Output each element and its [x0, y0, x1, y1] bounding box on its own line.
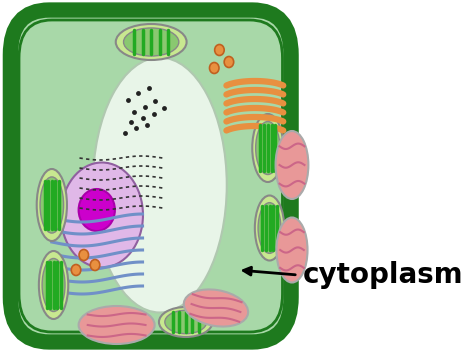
- Ellipse shape: [124, 28, 179, 56]
- Ellipse shape: [252, 114, 283, 182]
- Ellipse shape: [184, 289, 248, 327]
- Ellipse shape: [40, 177, 64, 233]
- Ellipse shape: [165, 310, 207, 334]
- Ellipse shape: [116, 24, 187, 60]
- Ellipse shape: [79, 250, 89, 261]
- Ellipse shape: [79, 306, 155, 344]
- Ellipse shape: [258, 203, 281, 253]
- Ellipse shape: [93, 58, 227, 312]
- Ellipse shape: [224, 56, 234, 67]
- Ellipse shape: [79, 189, 115, 231]
- Ellipse shape: [71, 264, 81, 275]
- Ellipse shape: [61, 163, 143, 268]
- Ellipse shape: [159, 307, 212, 337]
- Ellipse shape: [255, 121, 280, 175]
- Text: cytoplasm: cytoplasm: [302, 261, 463, 289]
- Ellipse shape: [276, 218, 308, 283]
- Ellipse shape: [42, 258, 65, 312]
- Ellipse shape: [90, 260, 100, 271]
- FancyBboxPatch shape: [10, 10, 291, 342]
- Ellipse shape: [275, 131, 309, 199]
- Ellipse shape: [39, 251, 68, 319]
- Ellipse shape: [255, 196, 284, 261]
- Ellipse shape: [215, 44, 224, 55]
- Ellipse shape: [36, 169, 67, 241]
- Ellipse shape: [210, 62, 219, 73]
